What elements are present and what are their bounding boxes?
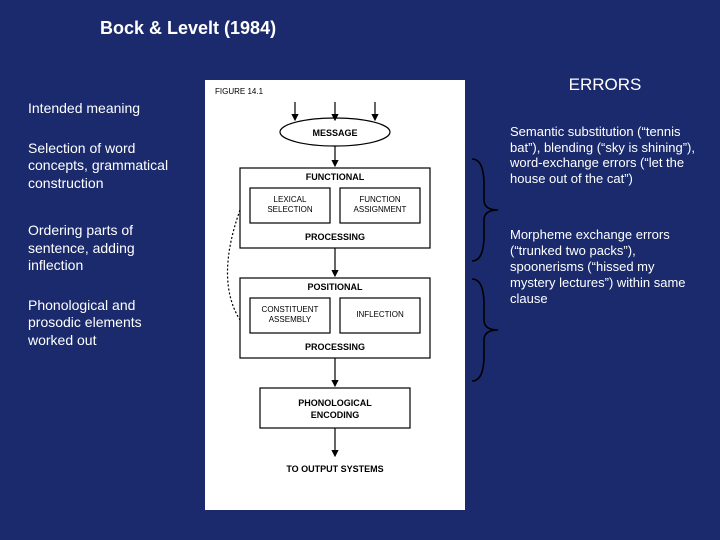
svg-text:ASSEMBLY: ASSEMBLY: [269, 315, 312, 324]
fig-positional: POSITIONAL: [307, 282, 363, 292]
center-figure: .lab { font-family: Arial, sans-serif; f…: [205, 80, 465, 510]
fig-processing2: PROCESSING: [305, 342, 365, 352]
fig-message: MESSAGE: [312, 128, 357, 138]
fig-caption: FIGURE 14.1: [215, 87, 264, 96]
left-ordering: Ordering parts of sentence, adding infle…: [28, 222, 183, 275]
fig-output: TO OUTPUT SYSTEMS: [286, 464, 383, 474]
left-selection: Selection of word concepts, grammatical …: [28, 140, 183, 193]
svg-text:SELECTION: SELECTION: [267, 205, 313, 214]
fig-function-assign: FUNCTION: [359, 195, 401, 204]
fig-lexical: LEXICAL: [274, 195, 307, 204]
svg-text:ENCODING: ENCODING: [311, 410, 360, 420]
left-intended: Intended meaning: [28, 100, 183, 118]
left-phonological: Phonological and prosodic elements worke…: [28, 297, 183, 350]
fig-inflection: INFLECTION: [356, 310, 404, 319]
right-column: ERRORS Semantic substitution (“tennis ba…: [510, 75, 700, 346]
left-column: Intended meaning Selection of word conce…: [28, 100, 183, 371]
right-morpheme: Morpheme exchange errors (“trunked two p…: [510, 227, 700, 306]
right-semantic: Semantic substitution (“tennis bat”), bl…: [510, 124, 700, 187]
svg-text:ASSIGNMENT: ASSIGNMENT: [354, 205, 407, 214]
fig-phon1: PHONOLOGICAL: [298, 398, 372, 408]
fig-functional: FUNCTIONAL: [306, 172, 365, 182]
fig-constituent: CONSTITUENT: [262, 305, 319, 314]
errors-heading: ERRORS: [510, 75, 700, 96]
fig-processing1: PROCESSING: [305, 232, 365, 242]
bracket-top: [468, 155, 498, 265]
slide-title: Bock & Levelt (1984): [100, 18, 276, 39]
bracket-bottom: [468, 275, 498, 385]
